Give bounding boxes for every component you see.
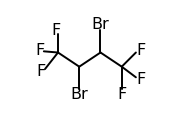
Text: F: F <box>117 87 126 103</box>
Text: F: F <box>51 23 60 38</box>
Text: Br: Br <box>92 17 109 32</box>
Text: F: F <box>136 72 145 87</box>
Text: F: F <box>37 64 46 79</box>
Text: Br: Br <box>70 87 88 103</box>
Text: F: F <box>136 43 145 58</box>
Text: F: F <box>36 43 45 58</box>
